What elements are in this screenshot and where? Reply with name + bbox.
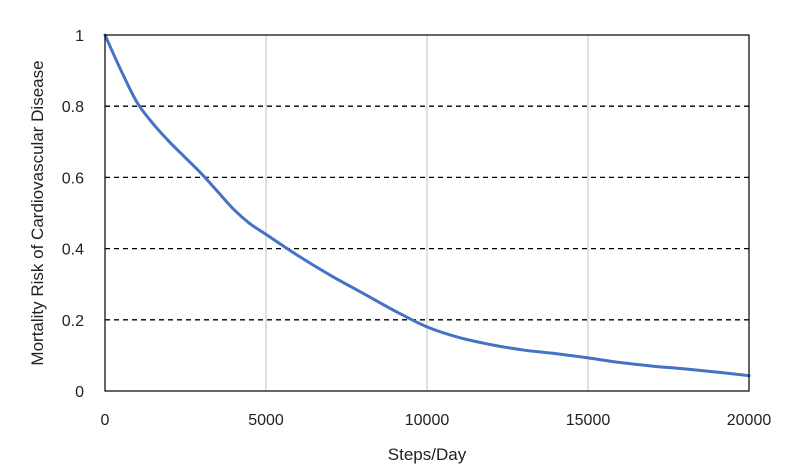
y-tick-label: 0.8 (62, 99, 84, 116)
vertical-gridlines (265, 35, 589, 391)
x-tick-labels: 0 5000 10000 15000 20000 (101, 412, 772, 429)
y-tick-label: 0 (75, 384, 84, 401)
y-tick-label: 1 (75, 28, 84, 45)
y-tick-label: 0.4 (62, 242, 84, 259)
y-tick-label: 0.6 (62, 170, 84, 187)
x-axis-title: Steps/Day (388, 445, 467, 464)
x-tick-label: 10000 (405, 412, 450, 429)
x-tick-label: 0 (101, 412, 110, 429)
y-axis-title: Mortality Risk of Cardiovascular Disease (28, 60, 47, 365)
x-tick-label: 20000 (727, 412, 772, 429)
y-tick-label: 0.2 (62, 313, 84, 330)
plot-frame (104, 34, 750, 392)
series-line (103, 33, 751, 378)
y-tick-labels: 0 0.2 0.4 0.6 0.8 1 (62, 28, 84, 401)
x-tick-label: 15000 (566, 412, 611, 429)
x-tick-label: 5000 (248, 412, 284, 429)
series-layer (103, 33, 751, 378)
